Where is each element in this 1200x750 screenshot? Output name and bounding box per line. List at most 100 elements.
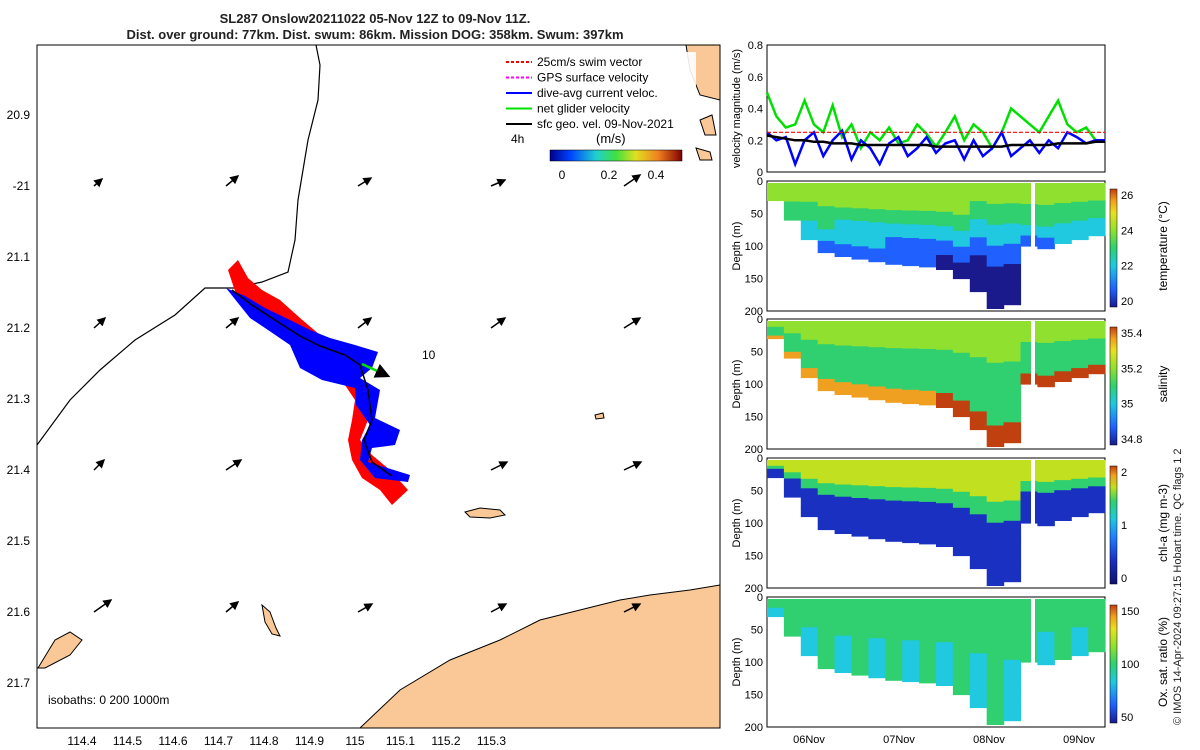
section-colorbar <box>1109 188 1118 308</box>
section-cell <box>952 230 971 248</box>
section-cell <box>1003 659 1022 681</box>
section-cell <box>834 231 853 245</box>
section-cell <box>902 334 920 350</box>
lat-tick-label: 21.3 <box>7 392 31 406</box>
section-cell <box>986 321 1005 343</box>
section-cell <box>783 484 802 492</box>
section-cell <box>986 341 1005 364</box>
section-cell <box>1037 503 1055 516</box>
section-cell <box>767 460 785 464</box>
section-cell <box>902 238 920 253</box>
section-cell <box>1071 339 1089 350</box>
section-cell <box>767 468 785 473</box>
section-cell <box>851 611 869 625</box>
mainland-land <box>359 584 720 728</box>
depth-label: Depth (m) <box>731 638 743 687</box>
section-cell <box>800 646 819 657</box>
section-cell <box>1003 203 1022 225</box>
section-cell <box>885 375 903 390</box>
section-cell <box>885 348 903 363</box>
section-cell <box>834 623 853 637</box>
section-cell <box>1054 470 1072 481</box>
section-cell <box>1071 183 1089 193</box>
depth-tick: 100 <box>745 657 763 669</box>
section-cell <box>902 210 920 225</box>
section-cell <box>868 625 886 639</box>
depth-tick: 0 <box>757 453 763 465</box>
date-tick: 07Nov <box>883 734 915 746</box>
section-cell <box>767 610 785 615</box>
section-cell <box>1054 619 1072 630</box>
section-cell <box>834 244 853 257</box>
section-cell <box>1003 500 1022 522</box>
section-cell <box>902 321 920 336</box>
section-cell <box>1003 422 1022 444</box>
section-cell <box>800 636 819 647</box>
section-cell <box>800 507 819 518</box>
section-cell <box>767 607 785 612</box>
section-cell <box>936 393 954 408</box>
section-cell <box>936 474 954 490</box>
section-cell <box>783 195 802 203</box>
section-cell <box>783 339 802 347</box>
velocity-ytick: 0.8 <box>748 40 763 52</box>
section-cell <box>952 630 971 648</box>
section-cell <box>851 637 869 651</box>
section-cell <box>885 599 903 614</box>
section-cell <box>1071 321 1089 331</box>
colorbar-tick: 150 <box>1121 606 1139 618</box>
section-cell <box>817 460 836 473</box>
section-cell <box>767 323 785 328</box>
section-cell <box>1020 481 1038 493</box>
section-cell <box>986 640 1005 663</box>
section-cell <box>952 523 971 541</box>
section-cell <box>1054 351 1072 362</box>
section-cell <box>851 195 869 209</box>
section-cell <box>767 194 785 199</box>
section-cell <box>936 627 954 643</box>
lon-tick-label: 115 <box>345 734 364 748</box>
section-cell <box>919 321 937 336</box>
section-cell <box>767 335 785 340</box>
lon-tick-label: 115.3 <box>477 734 506 748</box>
section-cell <box>902 196 920 212</box>
section-cell <box>1054 639 1072 650</box>
island <box>699 114 717 136</box>
section-cell <box>783 345 802 353</box>
section-cell <box>868 486 886 500</box>
section-cell <box>986 703 1005 725</box>
section-cell <box>919 529 937 545</box>
section-cell <box>800 460 819 470</box>
section-cell <box>936 255 954 270</box>
section-cell <box>885 473 903 488</box>
section-cell <box>969 496 988 515</box>
section-cell <box>1088 503 1106 514</box>
section-cell <box>952 539 971 557</box>
section-cell <box>919 599 937 614</box>
section-cell <box>936 335 954 351</box>
colorbar-tick: 100 <box>1121 659 1139 671</box>
section-cell <box>936 656 954 672</box>
section-cell <box>868 512 886 527</box>
figure-title-line2: Dist. over ground: 77km. Dist. swum: 86k… <box>126 27 624 42</box>
section-cell <box>1071 488 1089 499</box>
section-cell <box>986 619 1005 642</box>
section-cell <box>817 599 836 612</box>
section-cell <box>783 213 802 221</box>
section-cell <box>783 472 802 480</box>
section-cell <box>1071 211 1089 222</box>
section-cell <box>1020 363 1038 375</box>
section-cell <box>1071 617 1089 628</box>
section-cell <box>851 523 869 537</box>
section-cell <box>851 472 869 486</box>
section-cell <box>1020 470 1038 482</box>
section-cell <box>936 211 954 227</box>
section-cell <box>986 564 1005 586</box>
colorbar-tick: 24 <box>1121 225 1133 237</box>
section-cell <box>800 330 819 341</box>
section-cell <box>952 475 971 493</box>
section-cell <box>986 501 1005 524</box>
depth-tick: 50 <box>751 209 763 221</box>
section-cell <box>868 525 886 540</box>
lat-tick-label: 21.6 <box>7 605 31 619</box>
